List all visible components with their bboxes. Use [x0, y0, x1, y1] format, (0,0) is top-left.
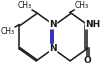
Text: O: O: [83, 56, 91, 65]
Text: N: N: [49, 44, 57, 53]
Text: CH₃: CH₃: [17, 1, 31, 10]
Text: NH: NH: [85, 20, 101, 29]
Text: CH₃: CH₃: [0, 27, 14, 36]
Text: CH₃: CH₃: [75, 1, 89, 10]
Text: N: N: [49, 20, 57, 29]
